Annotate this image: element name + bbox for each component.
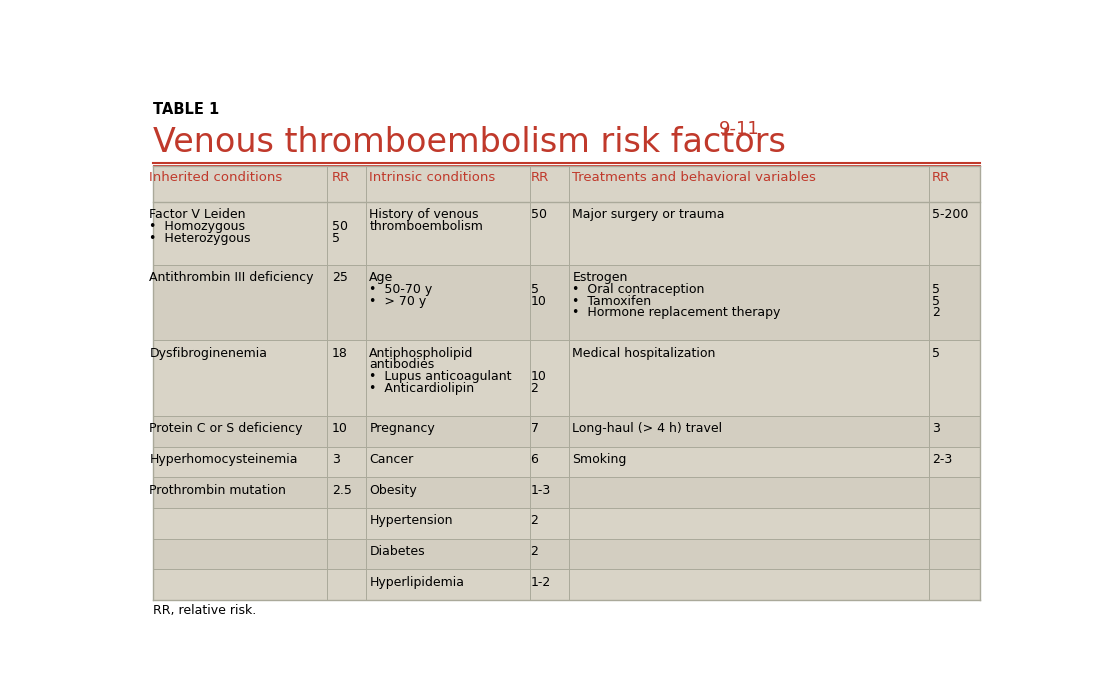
Text: 2: 2 bbox=[932, 307, 939, 319]
Text: 2: 2 bbox=[530, 545, 538, 558]
Bar bbox=[153, 570, 980, 600]
Text: Major surgery or trauma: Major surgery or trauma bbox=[572, 208, 725, 221]
Text: •  Oral contraception: • Oral contraception bbox=[572, 283, 705, 295]
Text: 2-3: 2-3 bbox=[932, 453, 953, 466]
Text: Cancer: Cancer bbox=[370, 453, 414, 466]
Text: •  Anticardiolipin: • Anticardiolipin bbox=[370, 382, 474, 395]
Text: •  Hormone replacement therapy: • Hormone replacement therapy bbox=[572, 307, 781, 319]
Text: thromboembolism: thromboembolism bbox=[370, 220, 483, 233]
Text: 1-2: 1-2 bbox=[530, 576, 551, 589]
Text: 5-200: 5-200 bbox=[932, 208, 968, 221]
Text: Age: Age bbox=[370, 271, 394, 284]
Text: 5: 5 bbox=[932, 295, 940, 307]
Bar bbox=[153, 265, 980, 340]
Text: 5: 5 bbox=[932, 283, 940, 295]
Bar bbox=[153, 416, 980, 446]
Text: Long-haul (> 4 h) travel: Long-haul (> 4 h) travel bbox=[572, 422, 723, 435]
Text: Treatments and behavioral variables: Treatments and behavioral variables bbox=[572, 171, 816, 184]
Text: RR: RR bbox=[332, 171, 350, 184]
Text: Pregnancy: Pregnancy bbox=[370, 422, 436, 435]
Text: •  Heterozygous: • Heterozygous bbox=[150, 232, 251, 245]
Text: 3: 3 bbox=[932, 422, 939, 435]
Text: 2: 2 bbox=[530, 382, 538, 395]
Text: 5: 5 bbox=[932, 347, 940, 360]
Text: TABLE 1: TABLE 1 bbox=[153, 102, 219, 117]
Text: RR: RR bbox=[932, 171, 950, 184]
Text: Hyperhomocysteinemia: Hyperhomocysteinemia bbox=[150, 453, 298, 466]
Text: RR: RR bbox=[530, 171, 549, 184]
Text: 2.5: 2.5 bbox=[332, 484, 352, 497]
Text: 5: 5 bbox=[530, 283, 539, 295]
Bar bbox=[153, 508, 980, 538]
Text: Dysfibroginenemia: Dysfibroginenemia bbox=[150, 347, 267, 360]
Text: •  Tamoxifen: • Tamoxifen bbox=[572, 295, 651, 307]
Bar bbox=[153, 477, 980, 508]
Text: Diabetes: Diabetes bbox=[370, 545, 425, 558]
Text: Antiphospholipid: Antiphospholipid bbox=[370, 347, 474, 360]
Text: 10: 10 bbox=[530, 295, 547, 307]
Bar bbox=[153, 446, 980, 477]
Text: •  Homozygous: • Homozygous bbox=[150, 220, 245, 233]
Text: Estrogen: Estrogen bbox=[572, 271, 628, 284]
Bar bbox=[153, 165, 980, 600]
Bar bbox=[153, 202, 980, 265]
Text: •  50-70 y: • 50-70 y bbox=[370, 283, 432, 295]
Text: Obesity: Obesity bbox=[370, 484, 417, 497]
Text: Venous thromboembolism risk factors: Venous thromboembolism risk factors bbox=[153, 126, 785, 158]
Bar bbox=[153, 538, 980, 570]
Text: 10: 10 bbox=[332, 422, 348, 435]
Text: 10: 10 bbox=[530, 370, 547, 383]
Text: 9-11: 9-11 bbox=[719, 120, 760, 138]
Text: History of venous: History of venous bbox=[370, 208, 478, 221]
Text: Inherited conditions: Inherited conditions bbox=[150, 171, 283, 184]
Text: Protein C or S deficiency: Protein C or S deficiency bbox=[150, 422, 302, 435]
Text: •  > 70 y: • > 70 y bbox=[370, 295, 427, 307]
Text: 3: 3 bbox=[332, 453, 340, 466]
Text: 5: 5 bbox=[332, 232, 340, 245]
Text: antibodies: antibodies bbox=[370, 358, 434, 372]
Text: Medical hospitalization: Medical hospitalization bbox=[572, 347, 716, 360]
Text: 7: 7 bbox=[530, 422, 539, 435]
Text: 6: 6 bbox=[530, 453, 538, 466]
Text: 2: 2 bbox=[530, 514, 538, 527]
Text: Antithrombin III deficiency: Antithrombin III deficiency bbox=[150, 271, 314, 284]
Text: 1-3: 1-3 bbox=[530, 484, 551, 497]
Text: 18: 18 bbox=[332, 347, 348, 360]
Text: •  Lupus anticoagulant: • Lupus anticoagulant bbox=[370, 370, 512, 383]
Text: 25: 25 bbox=[332, 271, 348, 284]
Text: Smoking: Smoking bbox=[572, 453, 627, 466]
Bar bbox=[153, 340, 980, 416]
Text: Hypertension: Hypertension bbox=[370, 514, 453, 527]
Text: Hyperlipidemia: Hyperlipidemia bbox=[370, 576, 464, 589]
Text: 50: 50 bbox=[530, 208, 547, 221]
Text: Factor V Leiden: Factor V Leiden bbox=[150, 208, 246, 221]
Text: 50: 50 bbox=[332, 220, 348, 233]
Text: RR, relative risk.: RR, relative risk. bbox=[153, 604, 256, 617]
Text: Intrinsic conditions: Intrinsic conditions bbox=[370, 171, 496, 184]
Text: Prothrombin mutation: Prothrombin mutation bbox=[150, 484, 286, 497]
